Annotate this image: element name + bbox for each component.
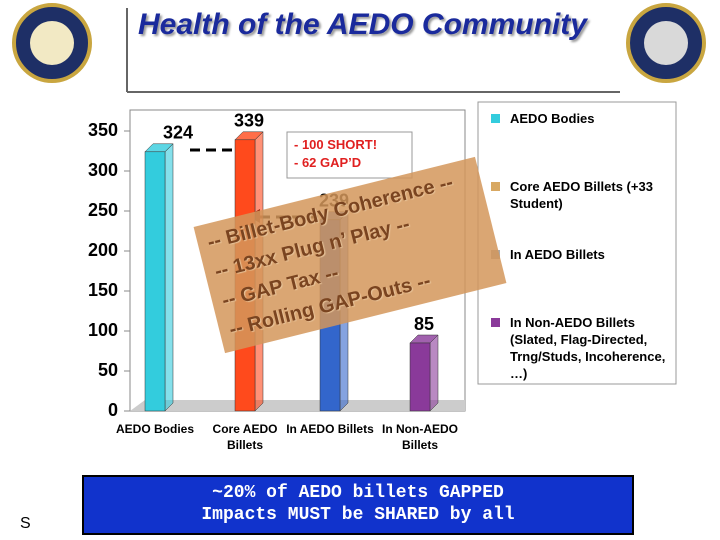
legend-box xyxy=(477,101,677,385)
footer-letter: S xyxy=(20,515,31,532)
y-tick-label: 200 xyxy=(88,240,118,260)
seal-left-inner xyxy=(30,21,74,65)
title: Health of the AEDO Community xyxy=(138,8,587,41)
annotation-line: - 100 SHORT! xyxy=(294,137,378,152)
legend-label: AEDO Bodies xyxy=(510,111,595,126)
y-tick-label: 250 xyxy=(88,200,118,220)
x-tick-label: AEDO Bodies xyxy=(115,422,194,436)
y-tick-label: 300 xyxy=(88,160,118,180)
y-tick-label: 50 xyxy=(98,360,118,380)
bar-side xyxy=(429,334,439,412)
y-tick-label: 150 xyxy=(88,280,118,300)
legend-label: In AEDO Billets xyxy=(510,247,605,262)
y-tick-label: 0 xyxy=(108,400,118,420)
annotation: - 100 SHORT! - 62 GAP’D xyxy=(294,136,377,172)
y-tick-label: 100 xyxy=(88,320,118,340)
bar xyxy=(144,151,166,412)
x-tick-label: In AEDO Billets xyxy=(286,422,374,436)
legend-label: Core AEDO Billets (+33 Student) xyxy=(510,179,653,211)
callout-box xyxy=(82,475,634,535)
callout-line: Impacts MUST be SHARED by all xyxy=(201,505,515,525)
value-label: 324 xyxy=(163,123,193,143)
x-tick-label: Core AEDO Billets xyxy=(212,422,278,452)
value-label: 339 xyxy=(234,111,264,131)
floor xyxy=(130,400,465,411)
bar xyxy=(409,342,431,412)
callout: ~20% of AEDO billets GAPPED Impacts MUST… xyxy=(83,482,633,526)
seal-right-inner xyxy=(644,21,688,65)
x-tick-label: In Non-AEDO Billets xyxy=(382,422,458,452)
bar-side xyxy=(164,143,174,412)
legend-label: In Non-AEDO Billets (Slated, Flag-Direct… xyxy=(510,315,666,381)
legend-swatch xyxy=(491,318,500,327)
callout-line: ~20% of AEDO billets GAPPED xyxy=(212,483,504,503)
legend-swatch xyxy=(491,182,500,191)
annotation-line: - 62 GAP’D xyxy=(294,155,362,170)
legend-swatch xyxy=(491,114,500,123)
y-tick-label: 350 xyxy=(88,120,118,140)
value-label: 85 xyxy=(414,314,434,334)
annotation-box xyxy=(286,131,413,179)
